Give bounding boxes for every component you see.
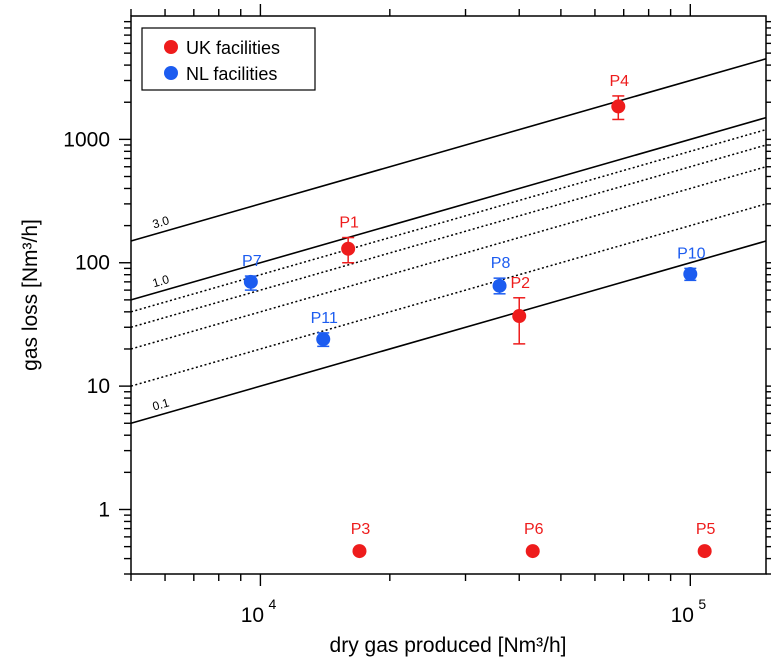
y-tick-label: 10	[87, 375, 110, 398]
y-tick-label: 1000	[63, 128, 110, 151]
reference-line-label: 0.1	[151, 395, 171, 413]
y-axis-label: gas loss [Nm³/h]	[19, 219, 42, 371]
point-label: P6	[524, 521, 544, 538]
data-point	[341, 241, 356, 256]
data-point	[492, 278, 507, 293]
reference-line	[130, 240, 767, 425]
reference-line	[130, 128, 767, 313]
reference-line	[130, 203, 767, 387]
x-tick-exponent: 4	[269, 596, 277, 612]
legend-label-uk: UK facilities	[186, 38, 280, 58]
point-label: P10	[677, 245, 706, 262]
plot-frame	[130, 15, 767, 575]
reference-line-label: 1.0	[151, 272, 171, 290]
reference-line	[130, 58, 767, 242]
reference-line	[130, 144, 767, 328]
point-label: P4	[610, 73, 630, 90]
data-point	[243, 274, 258, 289]
point-label: P5	[696, 521, 716, 538]
data-point	[697, 544, 712, 559]
data-point	[352, 544, 367, 559]
point-label: P7	[242, 253, 262, 270]
point-label: P3	[351, 521, 371, 538]
reference-line	[130, 166, 767, 350]
reference-lines: 3.0 1.0 0.1	[130, 58, 767, 425]
point-label: P11	[311, 310, 338, 327]
legend: UK facilities NL facilities	[141, 27, 316, 91]
x-tick-label: 10	[671, 604, 694, 627]
data-point	[512, 309, 527, 324]
data-point	[611, 99, 626, 114]
x-axis-label: dry gas produced [Nm³/h]	[330, 634, 567, 657]
y-tick-label: 1	[98, 498, 110, 521]
y-tick-label: 100	[75, 252, 110, 275]
reference-line	[130, 116, 767, 301]
data-point	[316, 332, 331, 347]
data-point	[683, 267, 698, 282]
legend-label-nl: NL facilities	[186, 64, 277, 84]
point-label: P1	[339, 215, 359, 232]
legend-marker-uk	[164, 40, 178, 54]
data-point	[525, 544, 540, 559]
point-label: P2	[510, 275, 530, 292]
data-points: P1 P2 P3 P4 P5 P6 P7 P8 P10 P11	[242, 73, 716, 559]
reference-line-label: 3.0	[151, 213, 171, 231]
legend-marker-nl	[164, 66, 178, 80]
x-tick-exponent: 5	[698, 596, 706, 612]
point-label: P8	[491, 255, 511, 272]
x-tick-label: 10	[241, 604, 264, 627]
